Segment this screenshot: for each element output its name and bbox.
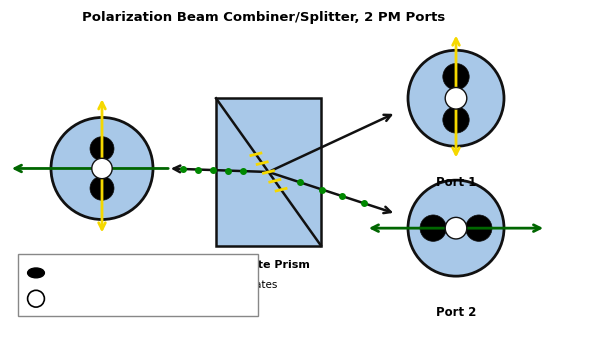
Ellipse shape (92, 158, 112, 179)
Text: Port 2: Port 2 (436, 306, 476, 319)
Ellipse shape (90, 176, 114, 200)
Ellipse shape (466, 215, 492, 241)
Bar (216, 98, 321, 246)
Ellipse shape (51, 118, 153, 219)
Ellipse shape (445, 217, 467, 239)
Text: Polarization States: Polarization States (180, 280, 277, 290)
Text: Fiber Core: Fiber Core (51, 294, 104, 304)
Text: Port 3: Port 3 (82, 253, 122, 266)
Ellipse shape (420, 215, 446, 241)
Text: Port 1: Port 1 (436, 176, 476, 189)
Ellipse shape (90, 137, 114, 161)
Ellipse shape (28, 290, 44, 307)
Bar (18, 254, 258, 316)
Text: Stress Rod: Stress Rod (51, 268, 106, 278)
Ellipse shape (408, 180, 504, 276)
Ellipse shape (443, 107, 469, 133)
Ellipse shape (445, 87, 467, 109)
Text: Calcite Prism: Calcite Prism (227, 260, 310, 270)
Circle shape (28, 268, 44, 278)
Text: Polarization Beam Combiner/Splitter, 2 PM Ports: Polarization Beam Combiner/Splitter, 2 P… (82, 11, 446, 24)
Ellipse shape (408, 50, 504, 146)
Ellipse shape (443, 64, 469, 90)
